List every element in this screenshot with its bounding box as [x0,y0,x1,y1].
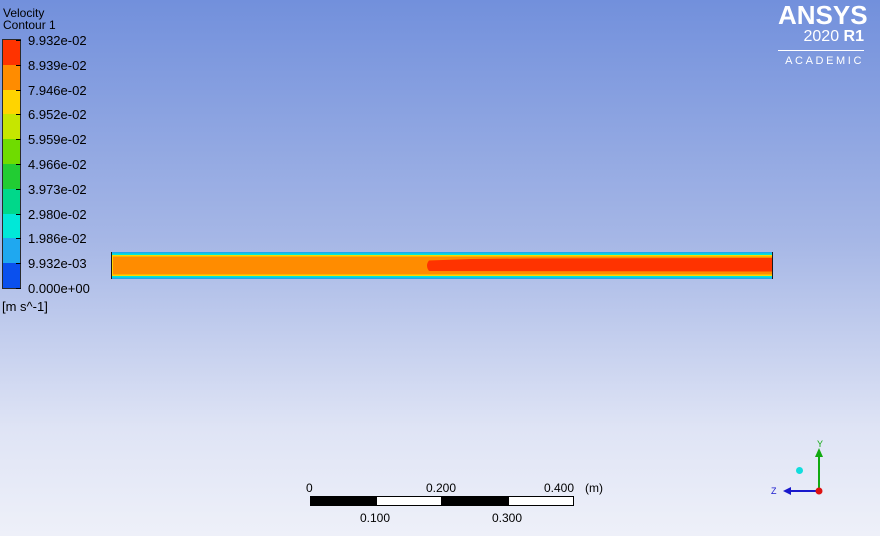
legend-tick [16,64,21,66]
scale-bar: 0 0.200 0.400 (m) 0.100 0.300 [300,480,620,530]
scale-segment-2 [376,496,442,506]
legend-value-label: 8.939e-02 [28,57,87,73]
scale-label-0-400: 0.400 [544,481,575,495]
legend-value-label: 7.946e-02 [28,82,87,98]
ansys-logo: ANSYS 2020 R1 ACADEMIC [778,0,868,67]
legend-color-segment [3,238,20,264]
legend-value-label: 9.932e-03 [28,256,87,272]
logo-version-year: 2020 [803,28,840,45]
scale-segment-4 [508,496,574,506]
legend-color-segment [3,89,20,115]
legend-color-segment [3,40,20,65]
legend-color-segment [3,213,20,239]
legend-value-label: 9.932e-02 [28,33,87,48]
x-axis-point [815,487,823,495]
legend-tick [16,164,21,165]
legend-color-segment [3,163,20,189]
logo-name: ANSYS [778,0,868,30]
pipe-core-red [427,258,773,272]
scale-segment-3 [442,496,508,506]
legend-title: Velocity Contour 1 [3,7,56,31]
z-axis-label: Z [771,486,777,496]
logo-version: 2020 R1 [778,28,865,46]
y-axis-label: Y [817,439,823,449]
scale-label-0-300: 0.300 [492,511,523,525]
legend-tick [16,40,21,41]
legend-tick [16,263,21,265]
color-legend-bar [2,39,21,289]
scale-unit: (m) [585,481,603,495]
legend-title-contour: Contour 1 [3,18,56,32]
legend-value-label: 6.952e-02 [28,107,87,123]
legend-tick [16,139,21,141]
logo-edition: ACADEMIC [785,55,864,67]
legend-tick [16,89,21,91]
legend-tick [16,238,21,240]
legend-tick [16,114,21,116]
legend-color-segment [3,139,20,164]
legend-color-segment [3,64,20,90]
legend-value-label: 0.000e+00 [28,281,90,296]
z-axis-arrow [783,487,791,495]
legend-value-label: 1.986e-02 [28,231,87,247]
legend-title-variable: Velocity [3,6,45,20]
legend-tick [16,213,21,215]
scale-label-0-100: 0.100 [360,511,391,525]
legend-value-label: 3.973e-02 [28,181,87,197]
legend-unit: [m s^-1] [2,299,48,314]
legend-value-label: 5.959e-02 [28,132,87,148]
legend-value-label: 4.966e-02 [28,157,87,172]
legend-color-segment [3,114,20,140]
scale-segment-1 [310,496,376,506]
scale-label-0: 0 [306,481,313,495]
legend-color-segment [3,263,20,288]
logo-release: R1 [843,28,864,45]
logo-divider [778,50,864,51]
legend-tick [16,188,21,190]
scale-label-0-200: 0.200 [426,481,457,495]
y-axis-arrow [815,448,823,457]
isometric-view-dot[interactable] [796,467,803,474]
legend-tick [16,288,21,289]
legend-value-label: 2.980e-02 [28,206,87,222]
legend-color-segment [3,188,20,214]
axis-triad[interactable]: Y Z [765,438,835,508]
velocity-contour-pipe[interactable] [111,252,773,279]
